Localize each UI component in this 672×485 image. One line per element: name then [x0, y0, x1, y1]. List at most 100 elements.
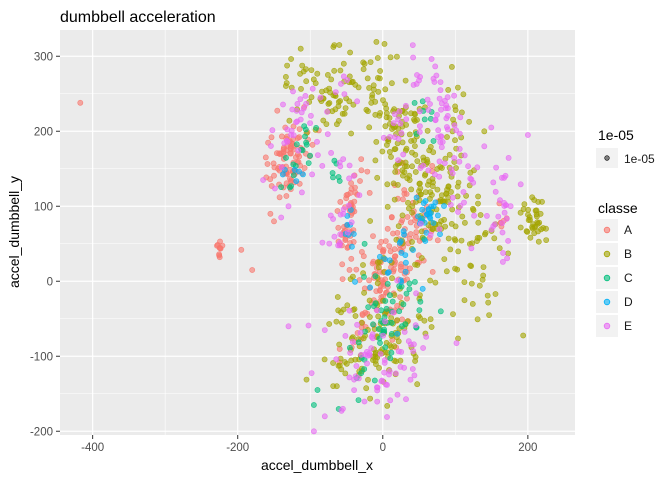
point-e	[402, 102, 409, 109]
point-b	[399, 172, 406, 179]
point-e	[380, 332, 387, 339]
point-a	[296, 126, 303, 133]
point-e	[308, 370, 315, 376]
point-e	[499, 220, 506, 226]
point-a	[271, 172, 277, 179]
point-a	[262, 154, 269, 161]
y-tick-label: 300	[34, 51, 53, 63]
size-legend-label: 1e-05	[624, 152, 655, 166]
x-tick-label: 200	[518, 442, 537, 454]
point-e	[483, 212, 490, 219]
point-e	[490, 179, 497, 186]
point-c	[382, 298, 389, 304]
point-a	[249, 267, 256, 273]
point-e	[285, 203, 292, 210]
legend-swatch	[603, 322, 611, 330]
point-c	[330, 174, 336, 181]
point-e	[345, 202, 352, 209]
point-b	[492, 291, 499, 297]
point-b	[446, 151, 453, 158]
point-e	[321, 327, 328, 333]
point-e	[336, 159, 343, 166]
point-a	[398, 261, 404, 268]
point-e	[420, 162, 427, 169]
size-legend-title: 1e-05	[598, 127, 634, 143]
point-b	[535, 238, 542, 245]
point-b	[382, 123, 389, 130]
point-d	[400, 228, 407, 235]
point-b	[409, 209, 415, 216]
point-b	[323, 121, 330, 127]
point-b	[455, 248, 462, 255]
point-e	[403, 396, 409, 403]
point-a	[364, 168, 371, 175]
point-e	[394, 277, 401, 284]
point-b	[408, 138, 414, 144]
point-c	[365, 304, 372, 310]
point-e	[300, 105, 307, 112]
point-e	[438, 106, 444, 113]
point-e	[378, 378, 385, 385]
legend-label: E	[624, 319, 632, 333]
y-tick-label: -100	[30, 351, 53, 363]
point-e	[451, 122, 458, 129]
point-e	[349, 338, 356, 345]
y-tick-label: 200	[34, 126, 53, 138]
point-a	[337, 198, 344, 205]
point-c	[381, 326, 387, 333]
point-b	[399, 212, 406, 219]
point-b	[336, 362, 343, 369]
point-a	[377, 287, 383, 294]
point-b	[347, 276, 354, 282]
point-e	[431, 171, 438, 178]
point-b	[376, 364, 382, 371]
point-b	[351, 306, 358, 312]
point-e	[409, 42, 416, 48]
point-b	[450, 311, 456, 317]
point-a	[400, 196, 406, 203]
point-e	[290, 88, 296, 95]
point-d	[402, 259, 409, 266]
point-b	[466, 118, 472, 125]
point-e	[491, 221, 498, 228]
point-d	[293, 178, 300, 184]
point-e	[305, 322, 312, 329]
point-b	[367, 59, 374, 65]
point-b	[375, 264, 382, 271]
point-c	[302, 126, 309, 133]
point-b	[521, 201, 528, 208]
point-c	[313, 125, 319, 131]
point-d	[441, 203, 447, 209]
legend-entry-a: A	[596, 219, 632, 241]
point-b	[374, 174, 381, 181]
point-e	[420, 345, 426, 351]
point-c	[372, 273, 379, 280]
point-e	[398, 130, 405, 136]
point-b	[505, 250, 511, 257]
point-b	[330, 360, 336, 366]
point-e	[505, 237, 511, 244]
point-e	[449, 194, 456, 201]
point-e	[500, 250, 506, 256]
point-d	[402, 268, 409, 275]
point-b	[364, 108, 371, 115]
point-b	[286, 117, 293, 124]
point-b	[461, 279, 468, 285]
point-e	[278, 164, 285, 171]
point-b	[440, 198, 447, 204]
point-b	[367, 395, 373, 402]
point-b	[391, 106, 397, 113]
point-b	[360, 335, 367, 342]
point-e	[497, 197, 503, 204]
point-a	[379, 247, 386, 254]
point-b	[341, 359, 348, 365]
point-b	[434, 186, 441, 193]
point-a	[216, 254, 223, 261]
point-b	[395, 223, 402, 229]
point-b	[412, 261, 418, 268]
point-b	[360, 262, 366, 268]
point-e	[331, 233, 338, 240]
point-e	[427, 101, 433, 107]
legend-entry-b: B	[596, 243, 632, 265]
